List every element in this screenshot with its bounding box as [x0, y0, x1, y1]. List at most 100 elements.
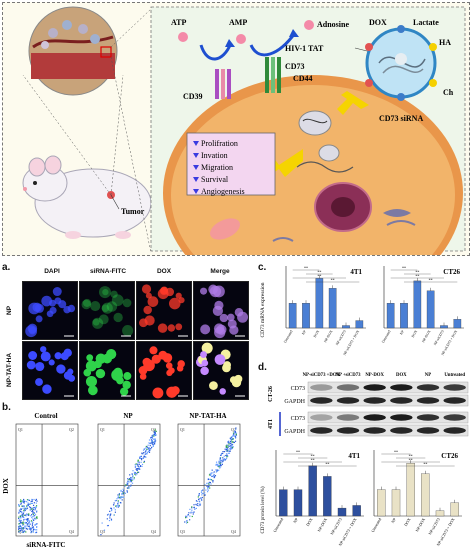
event-dot — [193, 511, 195, 513]
event-dot — [230, 445, 232, 447]
event-dot — [117, 503, 119, 505]
event-dot — [23, 502, 25, 504]
event-dot — [33, 528, 35, 531]
event-dot — [217, 464, 219, 466]
event-dot — [28, 506, 31, 508]
event-dot — [35, 499, 37, 502]
event-dot — [115, 505, 117, 507]
event-dot — [213, 476, 215, 479]
cell-nucleus-dot — [123, 372, 132, 381]
event-dot — [227, 441, 229, 443]
blot-column-label: NP-siCD73 +DOX — [303, 373, 341, 378]
cell-nucleus-dot — [85, 360, 97, 372]
micrograph-cell — [22, 281, 78, 340]
event-dot — [110, 507, 112, 510]
event-dot — [123, 489, 125, 492]
event-dot — [35, 518, 37, 520]
event-dot — [21, 500, 23, 502]
bar — [302, 303, 310, 329]
event-dot — [27, 519, 29, 521]
bar — [328, 288, 337, 329]
event-dot — [22, 501, 24, 503]
panel-a-letter: a. — [2, 262, 11, 273]
event-dot — [20, 519, 22, 522]
event-dot — [106, 518, 108, 520]
event-dot — [135, 472, 137, 474]
cell-nucleus-dot — [98, 286, 111, 299]
event-dot — [31, 502, 34, 505]
event-dot — [230, 439, 233, 441]
event-dot — [130, 476, 132, 479]
event-dot — [30, 500, 32, 502]
event-dot — [227, 455, 229, 457]
event-dot — [209, 481, 211, 484]
micrograph-image — [25, 287, 76, 338]
blot-band — [363, 414, 386, 421]
significance-mark: ** — [331, 278, 335, 283]
amp-label: AMP — [229, 18, 247, 27]
event-dot — [139, 468, 141, 470]
cell-nucleus-dot — [122, 325, 134, 337]
event-dot — [134, 466, 136, 468]
event-dot — [154, 434, 157, 436]
blot-band — [336, 397, 360, 404]
event-dot — [122, 496, 124, 498]
event-dot — [134, 473, 136, 476]
event-dot — [235, 428, 237, 430]
category-label: NP-siCD73 — [335, 329, 347, 346]
event-dot — [112, 504, 115, 506]
event-dot — [21, 511, 23, 513]
uptake-arrow — [337, 91, 369, 115]
event-dot — [143, 461, 145, 463]
micrograph-image — [81, 286, 134, 337]
quadrant-label: Q3 — [100, 529, 105, 534]
significance-mark: ** — [311, 454, 315, 459]
quadrant-label: Q4 — [231, 529, 236, 534]
event-dot — [200, 491, 203, 493]
event-dot — [118, 493, 120, 495]
event-dot — [212, 479, 214, 482]
event-dot — [232, 446, 234, 448]
event-dot — [234, 440, 237, 442]
event-dot — [195, 500, 198, 502]
quadrant-label: Q2 — [151, 427, 156, 432]
flow-title: NP-TAT-HA — [189, 412, 226, 420]
event-dot — [30, 531, 33, 533]
event-dot — [228, 442, 230, 444]
event-dot — [128, 487, 130, 489]
cd73-label: CD73 — [285, 62, 305, 71]
event-dot — [24, 525, 26, 527]
cell-nucleus-dot — [56, 364, 66, 374]
event-dot — [127, 484, 129, 486]
cell-nucleus-dot — [229, 376, 238, 384]
event-dot — [20, 514, 23, 517]
cell-nucleus-dot — [122, 380, 131, 390]
micrograph-cell — [136, 281, 192, 340]
category-label: NP-siCD73 — [329, 517, 343, 536]
event-dot — [130, 485, 132, 487]
micrograph-cell — [79, 341, 135, 400]
event-dot — [20, 508, 22, 510]
bar — [450, 502, 459, 517]
event-dot — [225, 454, 227, 457]
significance-mark: ** — [394, 450, 398, 455]
cell-nucleus-dot — [82, 298, 92, 307]
event-dot — [149, 442, 151, 445]
event-dot — [24, 500, 26, 502]
event-dot — [31, 524, 34, 526]
event-dot — [154, 433, 156, 435]
event-dot — [134, 465, 137, 467]
event-dot — [145, 456, 147, 458]
event-dot — [24, 530, 26, 532]
event-dot — [32, 510, 34, 512]
event-dot — [122, 491, 124, 493]
event-dot — [100, 534, 102, 536]
event-dot — [109, 517, 111, 519]
event-dot — [121, 499, 123, 501]
event-dot — [154, 441, 156, 443]
blot-band — [363, 397, 386, 404]
micrograph-cell — [136, 341, 192, 400]
event-dot — [109, 514, 111, 516]
cell-nucleus-dot — [98, 314, 109, 325]
